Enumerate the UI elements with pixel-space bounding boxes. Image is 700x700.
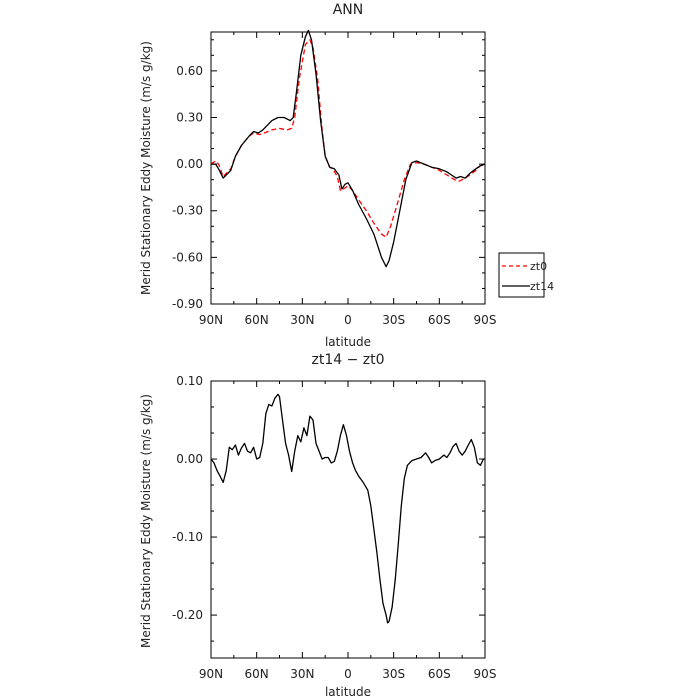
bottom-x-tick-label: 30S [382, 667, 405, 681]
bottom-y-tick-label: -0.10 [172, 530, 203, 544]
top-chart-title: ANN [333, 2, 364, 18]
legend-label-zt0: zt0 [530, 260, 547, 273]
top-x-tick-label: 60N [245, 313, 269, 327]
bottom-series-line-series-0 [210, 393, 485, 624]
top-y-tick-label: 0.00 [176, 157, 203, 171]
bottom-y-axis-label: Merid Stationary Eddy Moisture (m/s g/kg… [139, 394, 153, 648]
top-series-line-zt0 [210, 39, 486, 238]
bottom-x-axis-label: latitude [325, 685, 371, 699]
bottom-x-tick-label: 30N [290, 667, 314, 681]
legend-box [498, 252, 545, 298]
top-plot-area: 90N 60N 30N 0 30S 60S 90S 0.60 0.30 0.00 -0.30 -0.6… [172, 29, 497, 327]
top-x-tick-label: 0 [344, 313, 352, 327]
top-x-tick-label: 30S [382, 313, 405, 327]
top-x-axis-label: latitude [325, 335, 371, 349]
top-y-axis-label: Merid Stationary Eddy Moisture (m/s g/kg… [139, 41, 153, 295]
top-x-tick-label: 90N [199, 313, 223, 327]
top-plot-frame [210, 31, 486, 305]
top-x-tick-label: 30N [290, 313, 314, 327]
legend-label-zt14: zt14 [530, 280, 554, 293]
bottom-x-tick-label: 60N [245, 667, 269, 681]
bottom-y-tick-label: 0.00 [176, 452, 203, 466]
bottom-y-tick-label: 0.10 [176, 374, 203, 388]
top-y-tick-label: 0.60 [176, 64, 203, 78]
top-panel: ANN Merid Stationary Eddy Moisture (m/s … [139, 2, 554, 349]
top-y-tick-label: -0.90 [172, 297, 203, 311]
bottom-x-tick-label: 90N [199, 667, 223, 681]
bottom-plot-frame [210, 380, 486, 659]
top-y-tick-label: -0.60 [172, 250, 203, 264]
top-series-line-zt14 [211, 29, 486, 268]
top-x-tick-label: 90S [474, 313, 497, 327]
bottom-plot-area: 90N 60N 30N 0 30S 60S 90S 0.10 0.00 -0.10 -0.20 [172, 374, 497, 681]
top-y-tick-label: -0.30 [172, 204, 203, 218]
bottom-y-tick-label: -0.20 [172, 608, 203, 622]
bottom-x-tick-label: 60S [428, 667, 451, 681]
top-x-tick-label: 60S [428, 313, 451, 327]
top-y-tick-label: 0.30 [176, 110, 203, 124]
legend: zt0 zt14 [498, 252, 554, 298]
bottom-chart-title: zt14 − zt0 [311, 352, 384, 368]
bottom-x-tick-label: 90S [474, 667, 497, 681]
bottom-x-tick-label: 0 [344, 667, 352, 681]
bottom-panel: zt14 − zt0 Merid Stationary Eddy Moistur… [139, 352, 496, 699]
